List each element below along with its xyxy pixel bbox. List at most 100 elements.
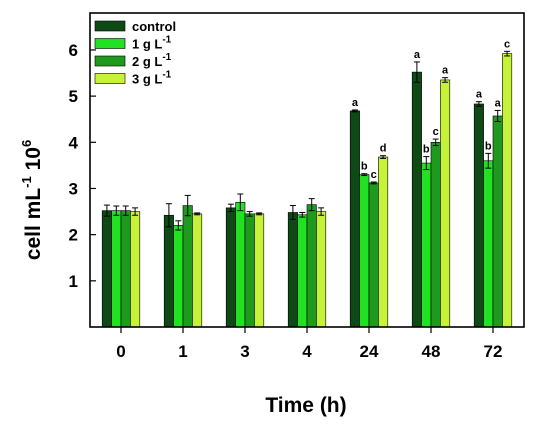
bar-1-4 — [287, 212, 298, 328]
legend-swatch-3 — [94, 55, 126, 67]
sig-label-2-48: b — [423, 144, 430, 156]
bar-4-1 — [192, 213, 203, 328]
bar-1-48 — [411, 71, 422, 328]
legend-label-4: 3 g L-1 — [132, 70, 172, 87]
bar-1-24 — [349, 110, 360, 328]
sig-label-1-72: a — [476, 89, 483, 101]
bar-4-3 — [254, 213, 265, 328]
y-tick-label-2: 2 — [69, 226, 78, 245]
bar-2-1 — [173, 225, 184, 328]
legend-item-3: 2 g L-1 — [94, 52, 172, 69]
error-bar-3-4 — [308, 198, 315, 212]
x-tick-label-48: 48 — [422, 342, 441, 361]
y-tick-label-3: 3 — [69, 179, 78, 198]
sig-label-3-24: c — [371, 169, 377, 181]
x-tick-label-3: 3 — [240, 342, 249, 361]
bar-2-24 — [359, 174, 370, 328]
bar-4-24 — [378, 156, 389, 328]
bar-4-48 — [440, 79, 451, 328]
error-bar-4-4 — [318, 207, 325, 216]
error-bar-2-3 — [237, 193, 244, 212]
error-bar-3-0 — [122, 205, 129, 216]
y-axis-title-sup2: 6 — [19, 140, 34, 147]
error-bar-4-0 — [132, 207, 139, 216]
error-bar-1-4 — [289, 205, 296, 220]
bar-1-0 — [101, 210, 112, 328]
bar-1-1 — [163, 214, 174, 328]
error-bar-4-72 — [504, 50, 511, 57]
y-axis-title-mid: 10 — [22, 147, 45, 176]
bar-3-48 — [430, 141, 441, 328]
y-tick-label-5: 5 — [69, 87, 78, 106]
legend-swatch-1 — [94, 20, 126, 32]
error-bar-2-4 — [299, 211, 306, 218]
x-tick-label-4: 4 — [302, 342, 312, 361]
legend-item-4: 3 g L-1 — [94, 70, 172, 87]
error-bar-2-1 — [175, 220, 182, 231]
bar-3-24 — [368, 182, 379, 328]
y-tick-label-4: 4 — [69, 133, 79, 152]
sig-label-2-24: b — [361, 161, 368, 173]
y-axis-title-main: cell mL — [22, 188, 45, 261]
sig-label-2-72: b — [485, 140, 492, 152]
bar-1-72 — [473, 103, 484, 328]
sig-label-3-72: a — [495, 97, 502, 109]
legend-label-1: control — [132, 19, 176, 34]
x-tick-label-1: 1 — [178, 342, 187, 361]
error-bar-1-72 — [475, 101, 482, 107]
bar-3-0 — [120, 210, 131, 328]
sig-label-4-72: c — [504, 38, 510, 50]
sig-label-4-24: d — [380, 143, 387, 155]
error-bar-2-48 — [423, 156, 430, 171]
sig-label-1-48: a — [414, 49, 421, 61]
bar-3-72 — [492, 115, 503, 328]
error-bar-4-24 — [380, 155, 387, 159]
error-bar-1-48 — [413, 61, 420, 83]
bar-4-0 — [130, 211, 141, 328]
legend-swatch-4 — [94, 73, 126, 84]
error-bar-1-1 — [165, 203, 172, 228]
legend-label-2: 1 g L-1 — [132, 35, 172, 52]
error-bar-3-1 — [184, 194, 191, 217]
error-bar-1-0 — [103, 204, 110, 217]
error-bar-2-24 — [361, 173, 368, 177]
y-tick-label-6: 6 — [69, 41, 78, 60]
legend-item-2: 1 g L-1 — [94, 35, 172, 52]
bar-1-3 — [225, 207, 236, 328]
x-axis-title: Time (h) — [265, 394, 346, 417]
error-bar-2-72 — [485, 152, 492, 169]
x-tick-label-24: 24 — [360, 342, 379, 361]
sig-label-1-24: a — [352, 97, 359, 109]
y-axis-title-sup1: -1 — [19, 176, 34, 188]
error-bar-1-24 — [351, 109, 358, 113]
bar-4-4 — [316, 211, 327, 328]
bar-2-72 — [483, 160, 494, 328]
error-bar-4-3 — [256, 212, 263, 216]
ticks-group: 0 1 3 4 24 48 72 1 2 3 4 5 6 — [69, 41, 503, 361]
bar-3-1 — [182, 205, 193, 328]
y-tick-label-1: 1 — [69, 272, 78, 291]
bar-2-48 — [421, 162, 432, 328]
legend-swatch-2 — [94, 38, 126, 49]
error-bar-4-48 — [442, 77, 449, 83]
error-bar-3-3 — [246, 211, 253, 217]
bar-3-3 — [244, 213, 255, 328]
bar-3-4 — [306, 204, 317, 328]
sig-label-4-48: a — [442, 65, 449, 77]
error-bar-4-1 — [194, 212, 201, 216]
error-bar-3-48 — [432, 138, 439, 147]
bar-2-4 — [297, 214, 308, 328]
bar-2-3 — [235, 202, 246, 328]
x-tick-label-72: 72 — [484, 342, 503, 361]
error-bar-2-0 — [113, 205, 120, 216]
bars-group — [101, 53, 513, 328]
x-tick-label-0: 0 — [116, 342, 125, 361]
error-bar-3-24 — [370, 181, 377, 185]
bar-2-0 — [111, 210, 122, 328]
error-bar-1-3 — [227, 203, 234, 213]
legend-label-3: 2 g L-1 — [132, 52, 172, 69]
error-bars-group — [103, 50, 511, 231]
